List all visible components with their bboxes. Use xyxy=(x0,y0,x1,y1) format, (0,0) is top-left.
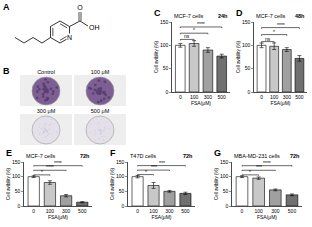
svg-text:ns: ns xyxy=(265,36,271,42)
svg-text:300: 300 xyxy=(204,94,213,100)
svg-text:50: 50 xyxy=(15,188,21,194)
svg-text:G: G xyxy=(214,148,221,158)
svg-text:150: 150 xyxy=(116,159,125,165)
svg-text:Cell avibility (%): Cell avibility (%) xyxy=(110,168,115,201)
svg-text:***: *** xyxy=(159,160,165,166)
svg-text:0: 0 xyxy=(18,203,21,209)
svg-text:50: 50 xyxy=(163,65,169,71)
svg-text:100: 100 xyxy=(242,42,251,48)
svg-text:0: 0 xyxy=(179,94,182,100)
svg-text:C: C xyxy=(154,8,161,18)
svg-text:100: 100 xyxy=(254,208,263,214)
svg-text:500: 500 xyxy=(218,94,227,100)
svg-text:300: 300 xyxy=(271,208,280,214)
svg-text:150: 150 xyxy=(242,19,251,25)
svg-text:100: 100 xyxy=(12,173,21,179)
svg-text:0: 0 xyxy=(122,203,125,209)
svg-text:100: 100 xyxy=(149,208,158,214)
svg-text:100: 100 xyxy=(220,173,229,179)
svg-text:100: 100 xyxy=(270,94,279,100)
svg-text:500: 500 xyxy=(78,208,87,214)
svg-text:*: * xyxy=(249,169,251,175)
svg-text:FSA(μM): FSA(μM) xyxy=(270,100,290,106)
svg-text:72h: 72h xyxy=(80,153,90,159)
svg-text:****: **** xyxy=(197,21,205,27)
svg-text:*: * xyxy=(193,27,195,33)
svg-text:500 μM: 500 μM xyxy=(91,108,110,114)
svg-text:100: 100 xyxy=(46,208,55,214)
svg-text:MCF-7 cells: MCF-7 cells xyxy=(174,13,204,19)
svg-text:500: 500 xyxy=(295,94,304,100)
svg-text:50: 50 xyxy=(119,188,125,194)
svg-text:150: 150 xyxy=(220,159,229,165)
svg-text:ns: ns xyxy=(184,33,190,39)
svg-text:50: 50 xyxy=(223,188,229,194)
svg-text:MBA-MD-231 cells: MBA-MD-231 cells xyxy=(234,153,280,159)
svg-text:****: **** xyxy=(263,160,271,166)
svg-text:150: 150 xyxy=(160,19,169,25)
svg-text:48h: 48h xyxy=(295,13,305,19)
svg-text:Cell avibility (%): Cell avibility (%) xyxy=(154,41,159,74)
svg-text:500: 500 xyxy=(288,208,297,214)
svg-text:D: D xyxy=(236,8,243,18)
svg-text:100: 100 xyxy=(160,42,169,48)
svg-text:****: **** xyxy=(277,22,285,28)
svg-text:300: 300 xyxy=(283,94,292,100)
svg-text:*: * xyxy=(273,29,275,35)
svg-text:150: 150 xyxy=(12,159,21,165)
svg-text:****: **** xyxy=(54,160,62,166)
svg-text:***: *** xyxy=(256,164,262,170)
svg-text:F: F xyxy=(110,148,116,158)
svg-text:0: 0 xyxy=(241,208,244,214)
svg-text:T47D cells: T47D cells xyxy=(130,153,156,159)
svg-text:72h: 72h xyxy=(183,153,193,159)
svg-text:FSA(μM): FSA(μM) xyxy=(151,214,171,220)
svg-text:0: 0 xyxy=(166,89,169,95)
svg-text:50: 50 xyxy=(245,65,251,71)
svg-text:A: A xyxy=(3,2,10,12)
svg-text:300 μM: 300 μM xyxy=(37,108,56,114)
svg-text:0: 0 xyxy=(136,208,139,214)
svg-text:Cell avibility (%): Cell avibility (%) xyxy=(214,168,219,201)
svg-text:OH: OH xyxy=(89,24,100,31)
svg-text:MCF-7 cells: MCF-7 cells xyxy=(26,153,56,159)
svg-text:O: O xyxy=(77,4,83,11)
svg-text:Control: Control xyxy=(37,69,55,75)
svg-text:*: * xyxy=(41,169,43,175)
svg-text:***: *** xyxy=(151,164,157,170)
svg-text:****: **** xyxy=(46,164,54,170)
svg-text:B: B xyxy=(3,66,10,76)
svg-text:E: E xyxy=(6,148,12,158)
svg-text:100: 100 xyxy=(116,173,125,179)
svg-text:0: 0 xyxy=(248,89,251,95)
svg-text:FSA(μM): FSA(μM) xyxy=(48,214,68,220)
svg-text:72h: 72h xyxy=(290,153,300,159)
svg-text:*: * xyxy=(145,169,147,175)
svg-text:300: 300 xyxy=(62,208,71,214)
svg-text:FSA(μM): FSA(μM) xyxy=(191,100,211,106)
svg-text:0: 0 xyxy=(226,203,229,209)
svg-text:0: 0 xyxy=(260,94,263,100)
svg-text:Cell avibility (%): Cell avibility (%) xyxy=(236,41,241,74)
svg-text:500: 500 xyxy=(181,208,190,214)
svg-text:300: 300 xyxy=(165,208,174,214)
svg-text:100 μM: 100 μM xyxy=(91,69,110,75)
svg-text:100: 100 xyxy=(190,94,199,100)
svg-text:MCF-7 cells: MCF-7 cells xyxy=(256,13,286,19)
svg-text:FSA(μM): FSA(μM) xyxy=(257,214,277,220)
svg-text:24h: 24h xyxy=(218,13,228,19)
svg-text:0: 0 xyxy=(32,208,35,214)
svg-text:N: N xyxy=(67,34,72,41)
svg-text:Cell avibility (%): Cell avibility (%) xyxy=(6,168,11,201)
